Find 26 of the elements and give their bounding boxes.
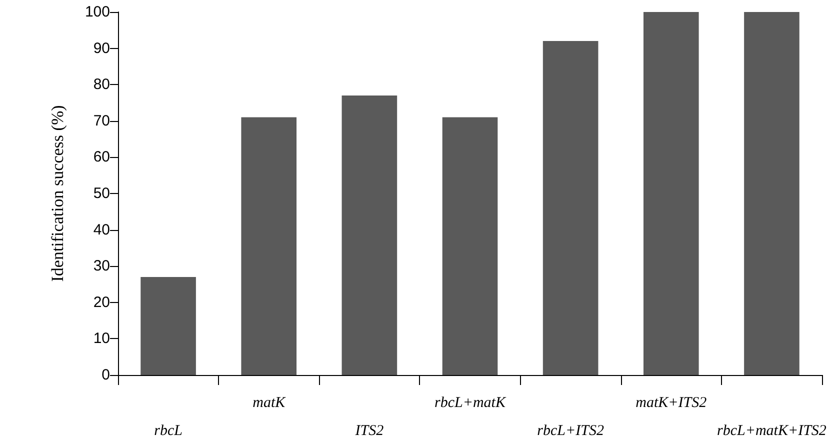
bar	[744, 12, 800, 375]
x-tick-label: matK	[252, 395, 286, 411]
bar	[542, 41, 598, 375]
bar	[442, 117, 498, 375]
y-axis-title: Identification success (%)	[48, 105, 67, 282]
bar	[643, 12, 699, 375]
bar	[241, 117, 297, 375]
bar	[140, 276, 196, 375]
y-tick-label: 40	[93, 221, 110, 238]
y-tick-label: 100	[84, 4, 110, 20]
x-tick-label: rbcL	[154, 423, 182, 439]
y-tick-label: 90	[93, 40, 110, 57]
y-tick-label: 10	[93, 330, 110, 348]
x-tick-label: rbcL+matK+ITS2	[716, 423, 827, 439]
x-tick-label: ITS2	[354, 423, 384, 439]
y-tick-label: 50	[93, 185, 110, 202]
x-tick-label: matK+ITS2	[636, 395, 708, 411]
y-tick-label: 80	[93, 76, 110, 94]
y-tick-label: 60	[93, 148, 110, 166]
bar	[342, 95, 398, 375]
x-tick-label: rbcL+matK	[434, 395, 506, 411]
y-tick-label: 70	[93, 112, 110, 130]
y-tick-label: 0	[102, 366, 110, 384]
y-tick-label: 20	[93, 294, 110, 311]
y-tick-label: 30	[93, 258, 110, 275]
x-tick-label: rbcL+ITS2	[537, 423, 604, 439]
